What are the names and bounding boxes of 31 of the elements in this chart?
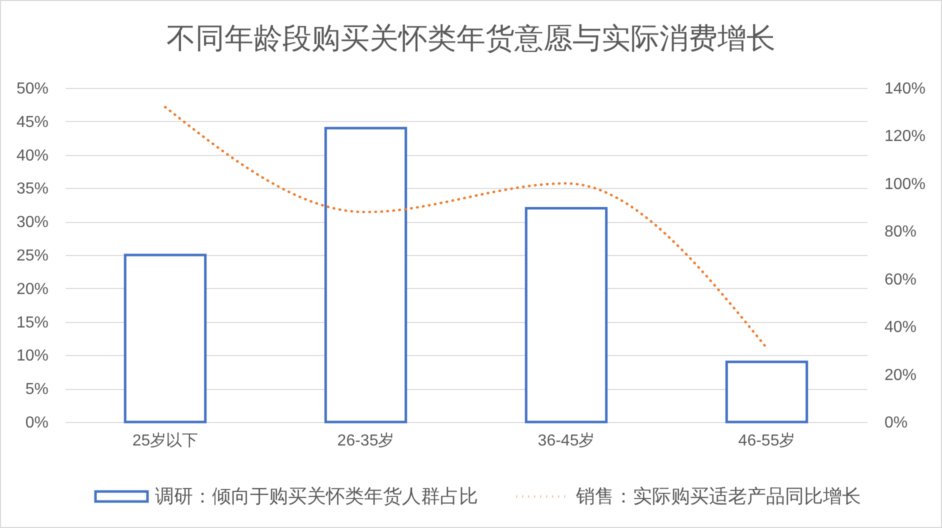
y-tick-label: 40% — [16, 147, 48, 164]
y2-tick-label: 140% — [884, 80, 926, 98]
x-tick-label: 25岁以下 — [132, 432, 198, 450]
x-tick-label: 36-45岁 — [538, 432, 595, 450]
y-tick-label: 0% — [25, 414, 48, 432]
legend-label: 销售：实际购买适老产品同比增长 — [575, 486, 861, 508]
y2-tick-label: 60% — [884, 271, 917, 288]
y-tick-label: 10% — [16, 348, 48, 365]
y-tick-label: 50% — [16, 80, 48, 98]
y-tick-label: 25% — [16, 248, 48, 264]
y-tick-label: 35% — [16, 180, 48, 198]
y-tick-label: 20% — [16, 280, 48, 298]
y-tick-label: 5% — [25, 381, 48, 398]
y-tick-label: 15% — [16, 314, 48, 332]
legend-label: 调研：倾向于购买关怀类年货人群占比 — [155, 486, 478, 508]
y-tick-label: 45% — [16, 114, 48, 131]
bar — [124, 254, 207, 424]
bar — [524, 206, 608, 424]
y2-tick-label: 80% — [884, 224, 917, 241]
x-tick-label: 26-35岁 — [337, 432, 394, 450]
y2-tick-label: 120% — [884, 128, 926, 146]
y2-tick-label: 40% — [884, 319, 917, 336]
y2-tick-label: 100% — [884, 176, 926, 193]
x-tick-label: 46-55岁 — [738, 432, 796, 450]
bar — [324, 126, 408, 424]
y2-tick-label: 20% — [884, 366, 917, 384]
bar — [725, 360, 808, 424]
y-tick-label: 30% — [16, 214, 48, 232]
line-series — [164, 106, 768, 350]
y2-tick-label: 0% — [884, 414, 908, 432]
chart-title: 不同年龄段购买关怀类年货意愿与实际消费增长 — [166, 23, 776, 55]
